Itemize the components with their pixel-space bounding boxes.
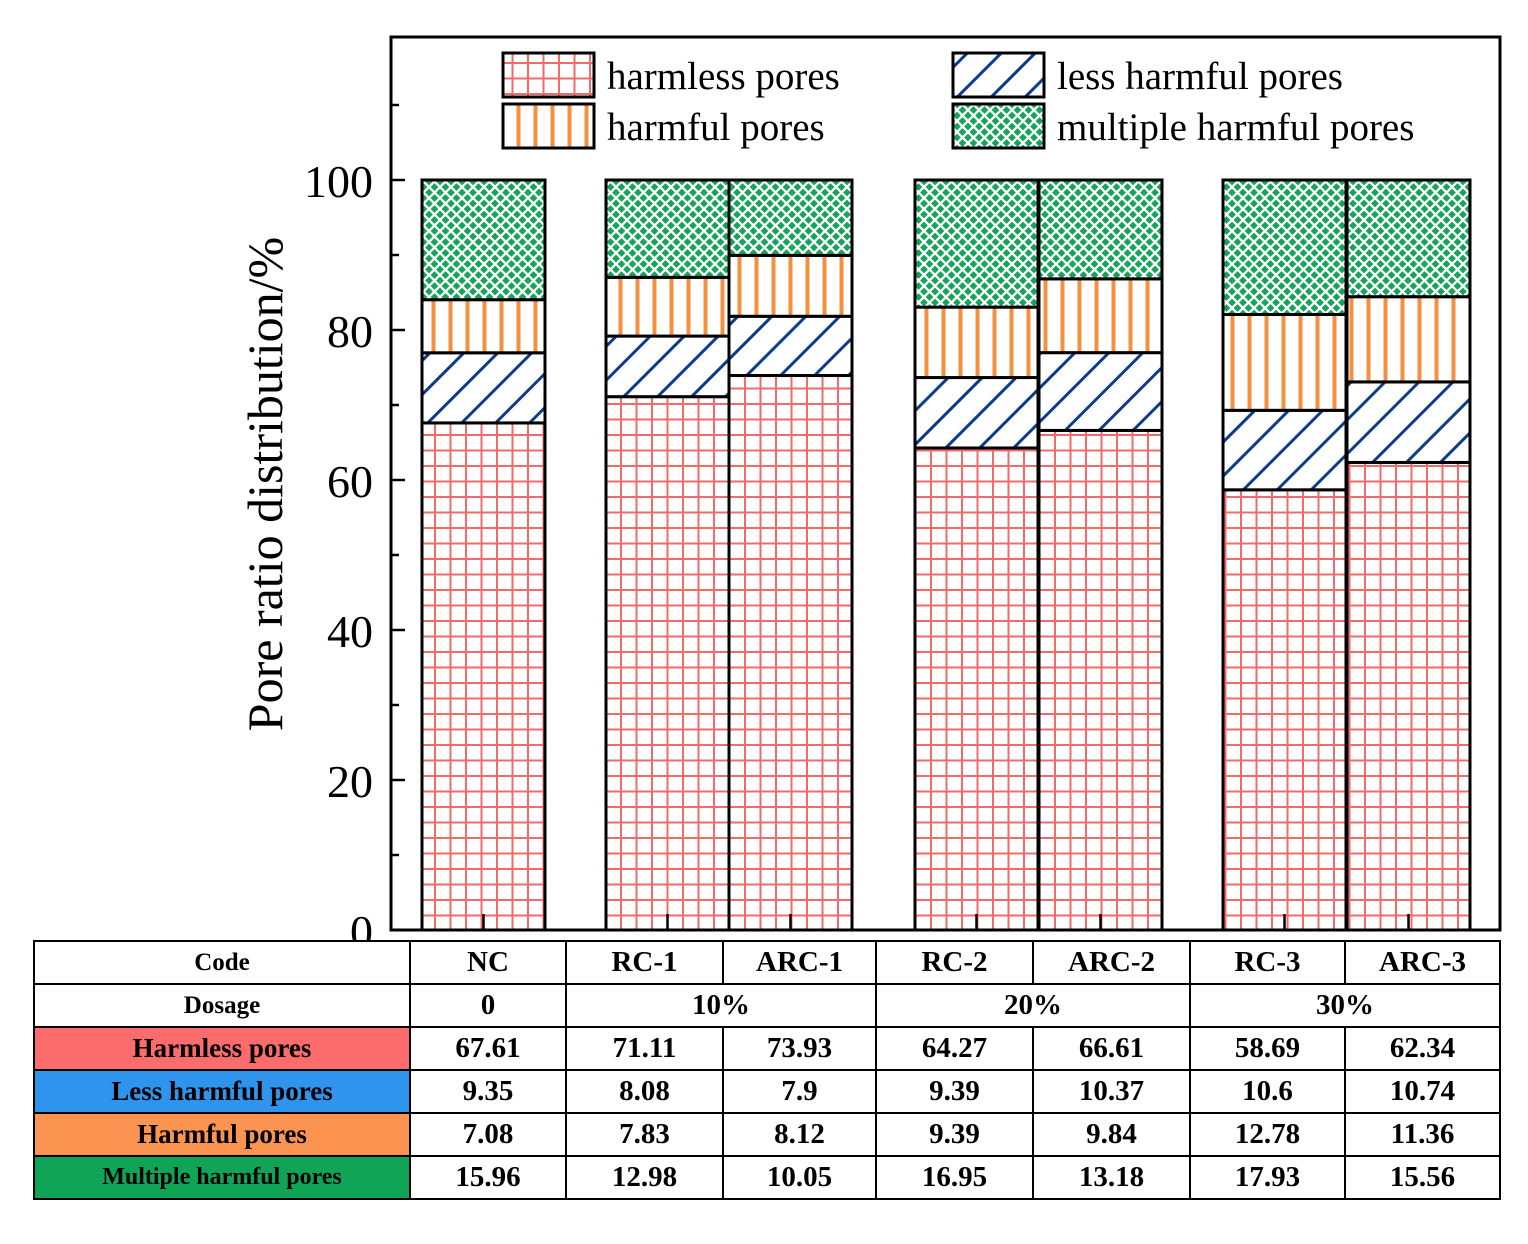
row-label-dosage: Dosage (33, 983, 411, 1028)
y-tick-label: 100 (304, 156, 373, 207)
y-tick-label: 0 (350, 906, 373, 940)
table-row-harmless: Harmless pores 67.61 71.11 73.93 64.27 6… (33, 1026, 1501, 1071)
data-table: Code NC RC-1 ARC-1 RC-2 ARC-2 RC-3 ARC-3… (33, 940, 1501, 1200)
legend: harmless pores less harmful pores harmful … (501, 51, 1414, 150)
value-cell: 9.39 (875, 1069, 1034, 1114)
bar-segment (604, 334, 731, 399)
bar-segment (1345, 460, 1472, 932)
row-label-less-harmful-pores: Less harmful pores (33, 1069, 411, 1114)
value-cell: 9.84 (1032, 1112, 1191, 1157)
table-row-harmful: Harmful pores 7.08 7.83 8.12 9.39 9.84 1… (33, 1112, 1501, 1157)
bar-segment (420, 178, 547, 302)
value-cell: 12.98 (565, 1155, 724, 1200)
value-cell: 10.37 (1032, 1069, 1191, 1114)
table-row-multiple: Multiple harmful pores 15.96 12.98 10.05… (33, 1155, 1501, 1200)
plot-frame (389, 35, 1502, 932)
bars (420, 178, 1472, 932)
y-tick-label: 60 (327, 456, 373, 507)
legend-label: harmful pores (607, 106, 825, 149)
bar-segment (727, 314, 854, 378)
row-label-harmless-pores: Harmless pores (33, 1026, 411, 1071)
bar-segment (604, 395, 731, 932)
value-cell: 17.93 (1189, 1155, 1346, 1200)
table-row-dosage: Dosage 0 10% 20% 30% (33, 983, 1501, 1028)
value-cell: 8.08 (565, 1069, 724, 1114)
value-cell: 12.78 (1189, 1112, 1346, 1157)
value-cell: 7.83 (565, 1112, 724, 1157)
value-cell: 10.6 (1189, 1069, 1346, 1114)
stacked-bar-chart: 0 20 40 60 80 100 Pore ratio distribution/% h… (237, 35, 1502, 940)
legend-swatch (951, 51, 1046, 99)
bar-segment (1037, 277, 1164, 355)
value-cell: 13.18 (1032, 1155, 1191, 1200)
value-cell: 9.39 (875, 1112, 1034, 1157)
table-row-less-harmful: Less harmful pores 9.35 8.08 7.9 9.39 10… (33, 1069, 1501, 1114)
bar-segment (913, 376, 1040, 450)
y-tick-label: 40 (327, 606, 373, 657)
bar-segment (1037, 178, 1164, 281)
bar-segment (420, 421, 547, 932)
bar-segment (1221, 488, 1348, 932)
dosage-cell: 0 (409, 983, 567, 1028)
bar-segment (604, 178, 731, 279)
bar-segment (727, 374, 854, 932)
y-tick-label: 80 (327, 306, 373, 357)
code-cell: RC-3 (1189, 940, 1346, 985)
bar-segment (727, 178, 854, 257)
bar-segment (420, 351, 547, 425)
bar-segment (913, 178, 1040, 309)
value-cell: 9.35 (409, 1069, 567, 1114)
value-cell: 71.11 (565, 1026, 724, 1071)
bar-segment (1221, 408, 1348, 492)
code-cell: RC-1 (565, 940, 724, 985)
value-cell: 15.56 (1344, 1155, 1501, 1200)
row-label-multiple-harmful-pores: Multiple harmful pores (33, 1155, 411, 1200)
legend-swatch (501, 102, 596, 150)
value-cell: 64.27 (875, 1026, 1034, 1071)
value-cell: 67.61 (409, 1026, 567, 1071)
dosage-cell: 30% (1189, 983, 1501, 1028)
code-cell: RC-2 (875, 940, 1034, 985)
y-tick-label: 20 (327, 756, 373, 807)
bar-segment (1221, 312, 1348, 412)
value-cell: 58.69 (1189, 1026, 1346, 1071)
legend-swatch (951, 102, 1046, 150)
row-label-harmful-pores: Harmful pores (33, 1112, 411, 1157)
bar-segment (604, 275, 731, 338)
code-cell: ARC-1 (722, 940, 877, 985)
value-cell: 10.74 (1344, 1069, 1501, 1114)
value-cell: 7.9 (722, 1069, 877, 1114)
dosage-cell: 20% (875, 983, 1191, 1028)
code-cell: ARC-2 (1032, 940, 1191, 985)
bar-segment (1037, 428, 1164, 932)
bar-segment (727, 253, 854, 318)
value-cell: 11.36 (1344, 1112, 1501, 1157)
value-cell: 8.12 (722, 1112, 877, 1157)
value-cell: 7.08 (409, 1112, 567, 1157)
legend-label: multiple harmful pores (1057, 106, 1414, 149)
bar-segment (420, 298, 547, 355)
value-cell: 62.34 (1344, 1026, 1501, 1071)
value-cell: 66.61 (1032, 1026, 1191, 1071)
value-cell: 16.95 (875, 1155, 1034, 1200)
legend-label: harmless pores (607, 55, 840, 98)
bar-segment (913, 305, 1040, 380)
bar-segment (1345, 295, 1472, 384)
bar-segment (913, 446, 1040, 932)
bar-segment (1345, 178, 1472, 299)
value-cell: 73.93 (722, 1026, 877, 1071)
bar-segment (1345, 380, 1472, 464)
value-cell: 10.05 (722, 1155, 877, 1200)
y-axis-label: Pore ratio distribution/% (237, 237, 293, 731)
row-label-code: Code (33, 940, 411, 985)
legend-swatch (501, 51, 596, 99)
code-cell: ARC-3 (1344, 940, 1501, 985)
dosage-cell: 10% (565, 983, 877, 1028)
table-row-code: Code NC RC-1 ARC-1 RC-2 ARC-2 RC-3 ARC-3 (33, 940, 1501, 985)
value-cell: 15.96 (409, 1155, 567, 1200)
legend-label: less harmful pores (1057, 55, 1343, 98)
bar-segment (1221, 178, 1348, 316)
code-cell: NC (409, 940, 567, 985)
bar-segment (1037, 351, 1164, 432)
